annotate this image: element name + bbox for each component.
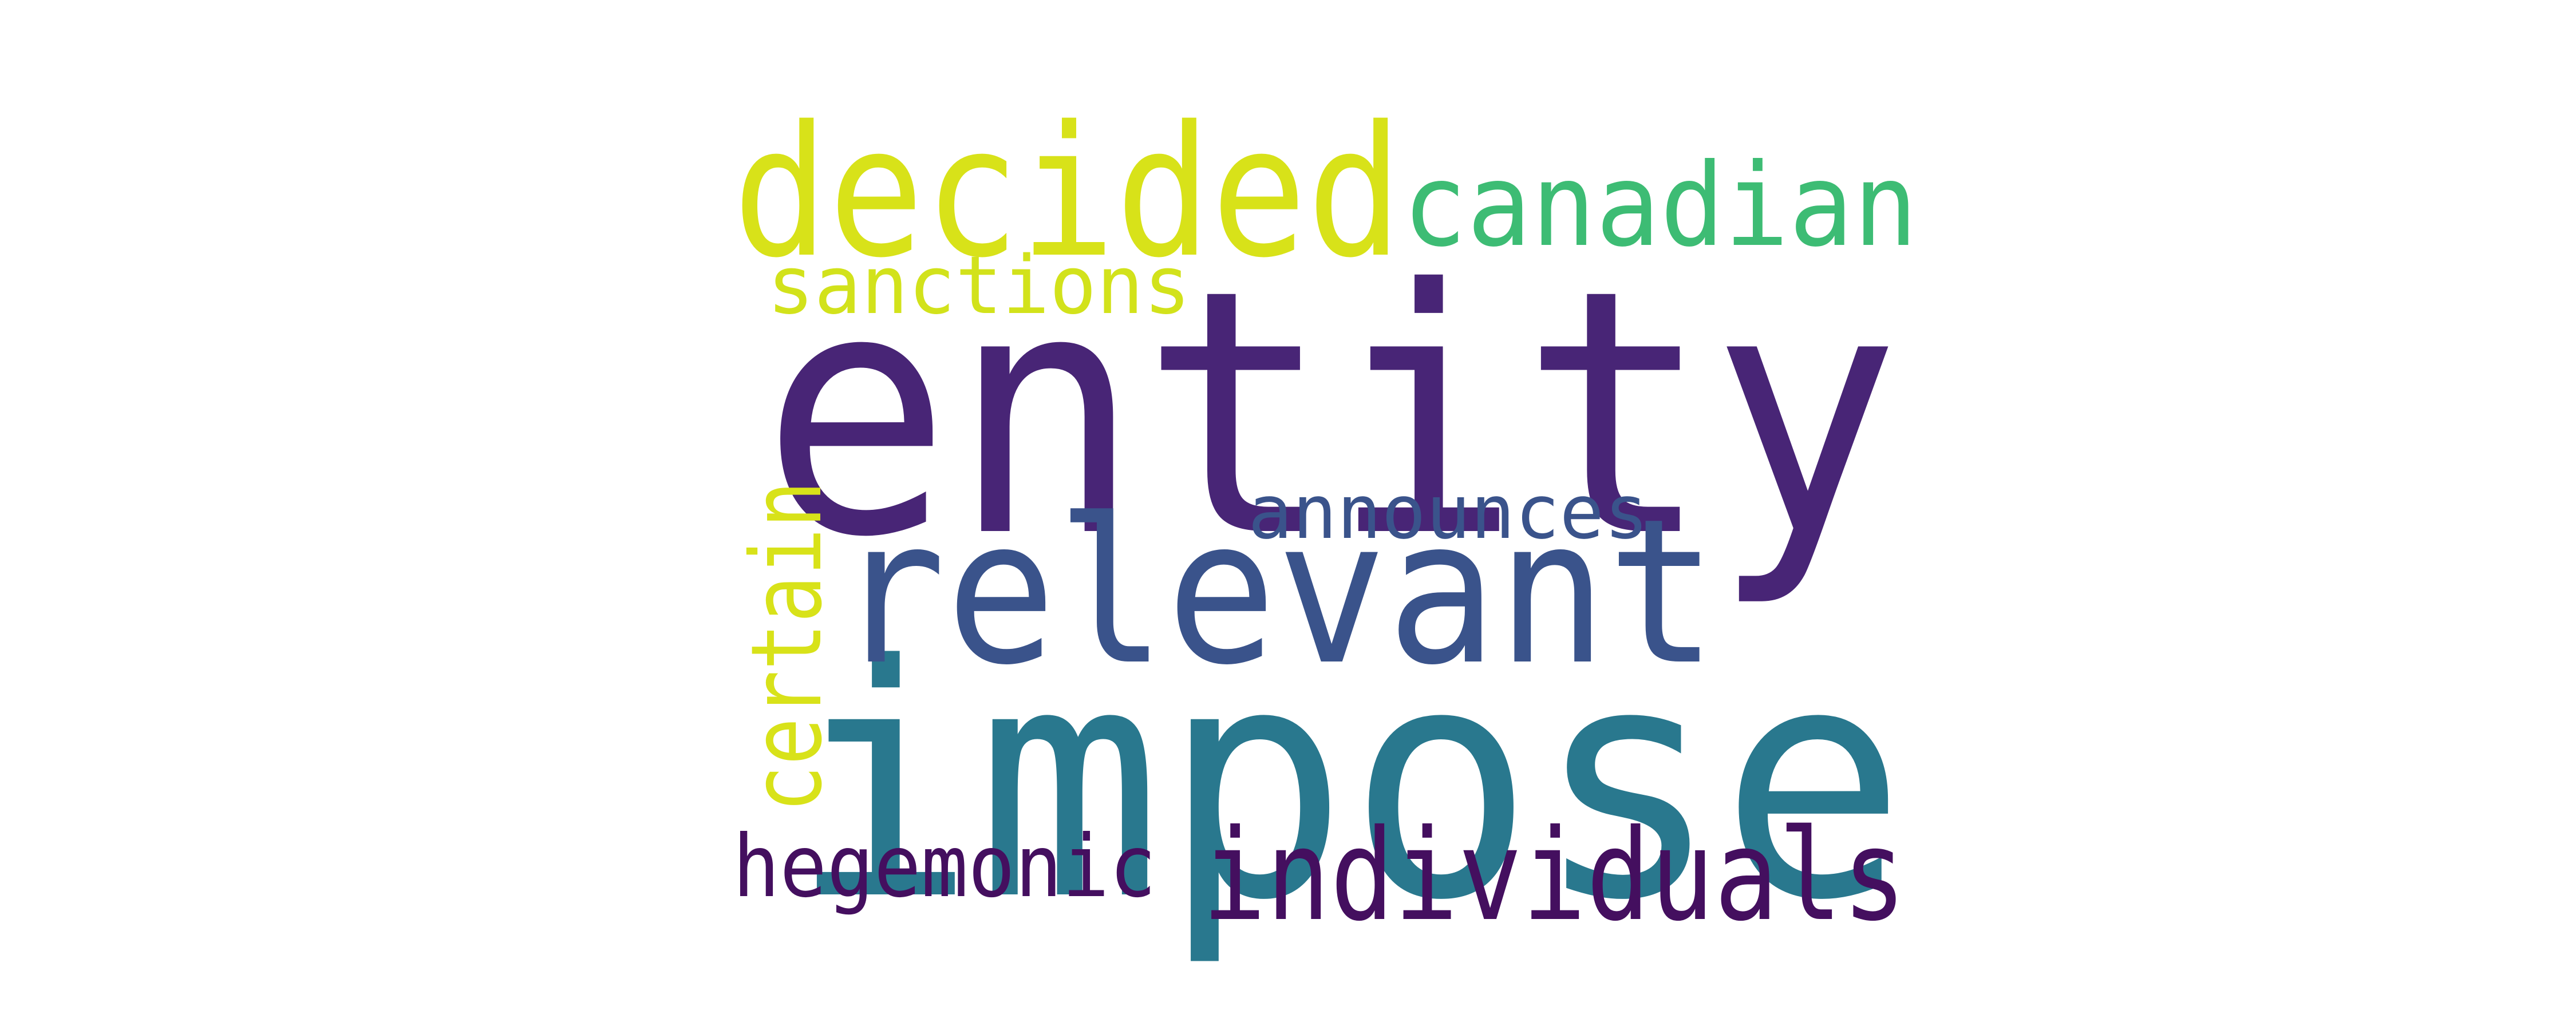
word-hegemonic: hegemonic [733, 817, 1156, 917]
word-sanctions: sanctions [767, 239, 1191, 332]
word-canadian: canadian [1402, 139, 1918, 272]
word-entity: entity [761, 218, 1901, 611]
word-certain: certain [730, 481, 844, 813]
word-relevant: relevant [836, 476, 1717, 709]
word-announces: announces [1248, 469, 1649, 556]
word-individuals: individuals [1202, 802, 1906, 949]
word-decided: decided [733, 88, 1402, 298]
word-impose: impose [790, 597, 1906, 970]
